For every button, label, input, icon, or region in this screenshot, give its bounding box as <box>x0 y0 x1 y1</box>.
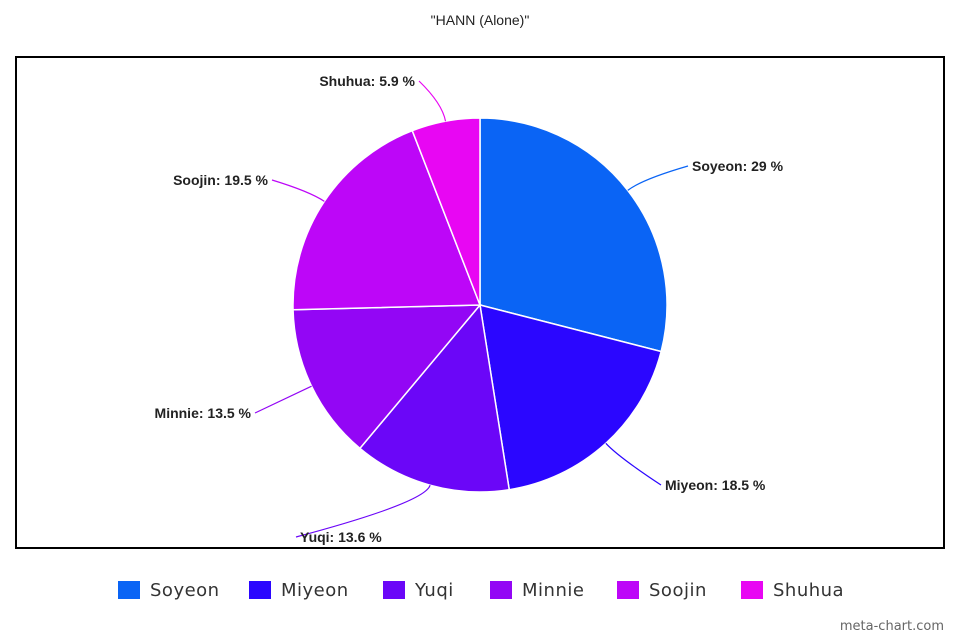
slice-label-yuqi: Yuqi: 13.6 % <box>300 529 382 545</box>
slice-label-soojin: Soojin: 19.5 % <box>173 172 268 188</box>
pie-slice-soyeon[interactable] <box>479 117 668 353</box>
pie-slice-minnie[interactable] <box>292 304 482 450</box>
legend-label: Soojin <box>649 579 707 601</box>
leader-line-shuhua <box>418 80 447 122</box>
legend-swatch <box>249 581 271 599</box>
pie-slice-yuqi[interactable] <box>358 303 511 493</box>
legend: Soyeon Miyeon Yuqi Minnie Soojin Shuhua <box>0 578 960 604</box>
leader-line-soyeon <box>627 165 689 191</box>
legend-label: Soyeon <box>150 579 220 601</box>
legend-swatch <box>617 581 639 599</box>
legend-item-soyeon[interactable]: Soyeon <box>118 578 220 602</box>
plot-area: Soyeon: 29 % Miyeon: 18.5 % Yuqi: 13.6 % Mi… <box>15 56 945 549</box>
legend-item-shuhua[interactable]: Shuhua <box>741 578 844 602</box>
legend-item-yuqi[interactable]: Yuqi <box>383 578 454 602</box>
legend-label: Yuqi <box>415 579 454 601</box>
legend-label: Miyeon <box>281 579 349 601</box>
legend-item-soojin[interactable]: Soojin <box>617 578 707 602</box>
leader-line-minnie <box>254 385 312 414</box>
legend-swatch <box>118 581 140 599</box>
pie-slice-shuhua[interactable] <box>411 117 481 306</box>
leader-line-miyeon <box>605 442 662 486</box>
watermark: meta-chart.com <box>839 619 944 634</box>
legend-swatch <box>383 581 405 599</box>
legend-swatch <box>741 581 763 599</box>
legend-label: Shuhua <box>773 579 845 601</box>
legend-swatch <box>490 581 512 599</box>
pie-chart: Soyeon: 29 % Miyeon: 18.5 % Yuqi: 13.6 % Mi… <box>155 73 784 545</box>
slice-label-soyeon: Soyeon: 29 % <box>692 158 784 174</box>
leader-line-soojin <box>271 179 325 202</box>
slice-label-shuhua: Shuhua: 5.9 % <box>319 73 415 89</box>
chart-title: "HANN (Alone)" <box>430 12 530 28</box>
slice-label-minnie: Minnie: 13.5 % <box>155 405 252 421</box>
legend-item-miyeon[interactable]: Miyeon <box>249 578 349 602</box>
legend-label: Minnie <box>522 579 585 601</box>
leader-line-yuqi <box>295 484 431 538</box>
legend-item-minnie[interactable]: Minnie <box>490 578 584 602</box>
pie-slice-soojin[interactable] <box>292 129 482 311</box>
slice-label-miyeon: Miyeon: 18.5 % <box>665 477 766 493</box>
